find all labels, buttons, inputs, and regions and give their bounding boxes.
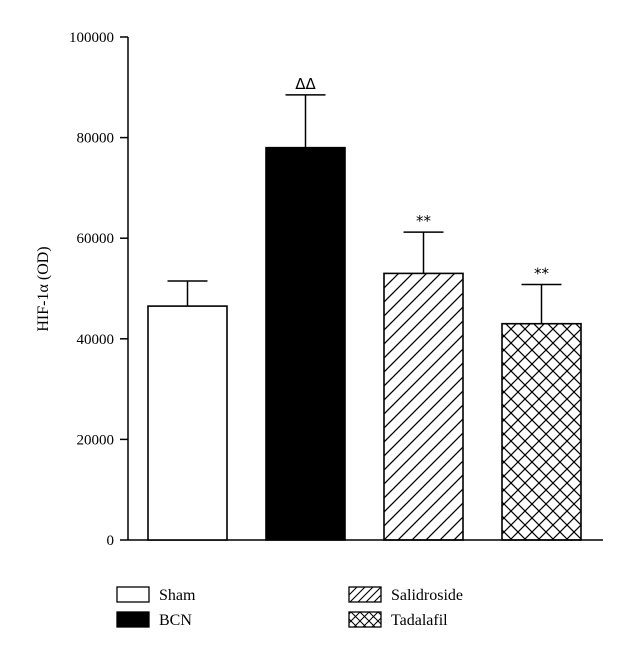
significance-tadalafil: ** — [534, 264, 550, 282]
y-tick-label: 20000 — [77, 432, 115, 448]
bar-sham — [147, 305, 228, 541]
legend-label-sham: Sham — [159, 587, 196, 604]
y-axis-title: HIF-1α (OD) — [35, 246, 52, 331]
legend-swatch-tadalafil — [348, 611, 382, 628]
legend-swatch-salidroside — [348, 586, 382, 603]
legend-swatch-sham — [116, 586, 150, 603]
legend-label-tadalafil: Tadalafil — [391, 612, 448, 629]
bar-tadalafil — [501, 322, 582, 541]
y-tick-label: 40000 — [77, 332, 115, 348]
legend-swatch-bcn — [116, 611, 150, 628]
legend-label-salidroside: Salidroside — [391, 587, 463, 604]
bar-series: ΔΔ ** ** — [147, 75, 582, 541]
y-tick-label: 60000 — [77, 231, 115, 247]
significance-salidroside: ** — [416, 212, 432, 230]
y-axis: 0 20000 40000 60000 80000 100000 — [69, 30, 129, 549]
y-tick-label: 0 — [107, 533, 115, 549]
y-tick-label: 80000 — [77, 131, 115, 147]
y-tick-label: 100000 — [69, 30, 114, 46]
bar-bcn — [265, 146, 346, 541]
significance-bcn: ΔΔ — [295, 75, 316, 93]
bar-salidroside — [383, 272, 464, 541]
legend-label-bcn: BCN — [159, 612, 192, 629]
legend: Sham BCN Salidroside Tadalafil — [116, 586, 463, 629]
